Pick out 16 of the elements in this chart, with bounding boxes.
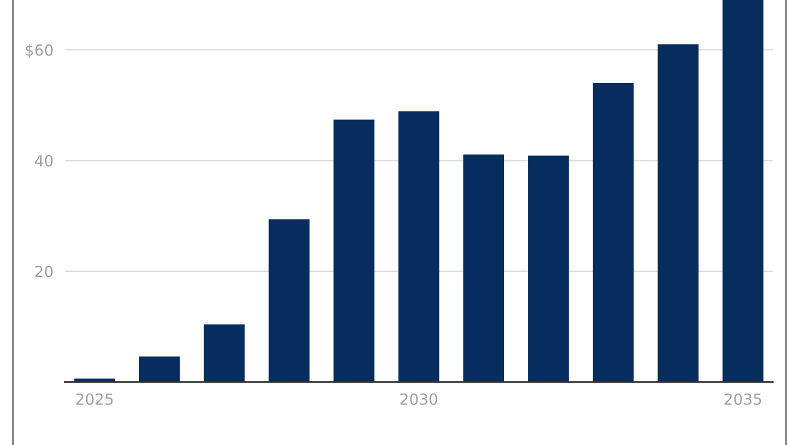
- y-tick-label: $60: [26, 44, 53, 58]
- x-tick-label: 2030: [400, 393, 438, 405]
- bar: [268, 219, 310, 382]
- bar: [722, 0, 764, 382]
- bar: [592, 83, 634, 382]
- y-tick-label: 20: [35, 266, 53, 278]
- bar: [139, 356, 180, 382]
- bar: [528, 156, 569, 382]
- bar: [204, 324, 245, 382]
- x-tick-label: 2035: [724, 393, 762, 405]
- x-tick-label: 2025: [76, 393, 113, 405]
- bar: [463, 154, 504, 382]
- bar: [398, 111, 440, 382]
- y-tick-label: 40: [34, 155, 53, 167]
- bar: [334, 120, 374, 382]
- bar: [658, 44, 699, 382]
